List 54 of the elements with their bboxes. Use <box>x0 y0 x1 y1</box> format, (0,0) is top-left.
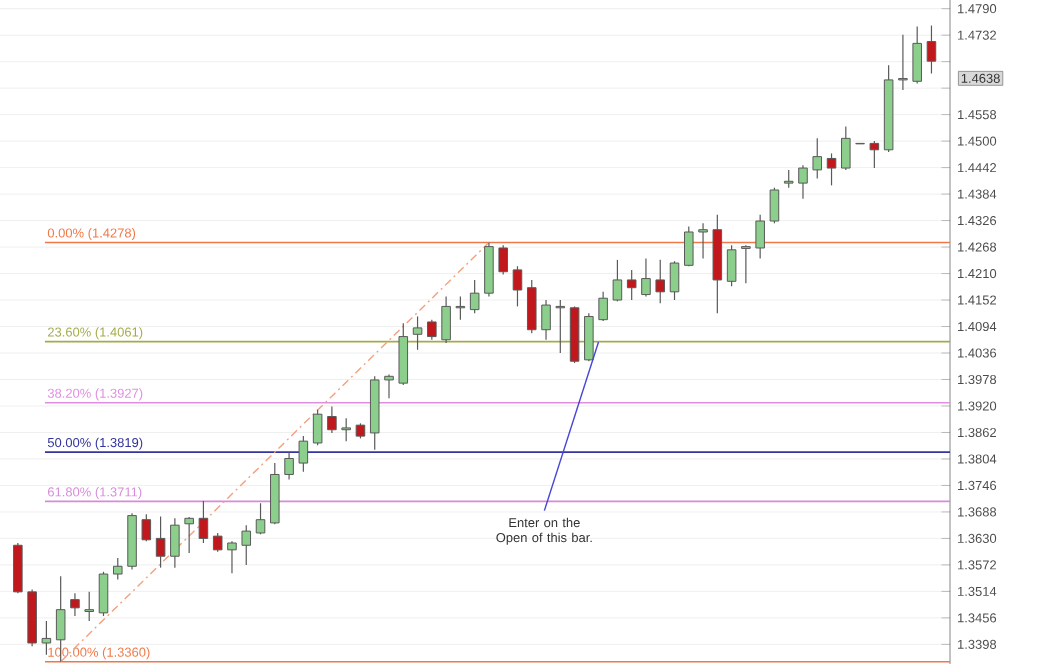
candlestick <box>926 24 937 75</box>
candlestick <box>212 532 223 553</box>
candlestick <box>812 137 823 180</box>
candlestick <box>84 591 94 622</box>
candlestick <box>13 542 23 594</box>
candlestick <box>398 322 409 386</box>
candlestick <box>826 152 837 187</box>
candlestick <box>641 257 651 297</box>
candlestick <box>898 34 908 91</box>
candlestick <box>526 279 537 334</box>
candlestick <box>141 513 152 542</box>
candlestick <box>298 435 309 473</box>
candlestick <box>241 524 252 566</box>
candlestick <box>455 295 466 321</box>
candlestick <box>726 244 737 287</box>
candlestick <box>155 515 166 569</box>
candlestick <box>584 312 594 362</box>
candlestick <box>412 315 423 351</box>
candlestick <box>98 571 109 617</box>
candlestick <box>441 295 451 344</box>
candlestick <box>555 299 566 354</box>
candlestick <box>655 259 666 304</box>
candlestick <box>541 299 551 341</box>
candlestick <box>341 417 351 442</box>
candlestick <box>70 592 80 617</box>
candlestick <box>284 451 294 481</box>
candlestick <box>255 502 266 535</box>
candlestick <box>327 405 337 434</box>
candlestick <box>612 259 623 302</box>
candlestick <box>869 140 880 169</box>
candlestick <box>484 241 494 297</box>
candlestick <box>312 409 323 446</box>
candlestick <box>170 517 180 569</box>
candlestick <box>912 25 922 85</box>
candlestick <box>198 500 209 544</box>
candlestick <box>798 164 808 200</box>
candlestick <box>41 620 52 656</box>
candlestick <box>498 244 508 276</box>
candlestick <box>698 222 708 260</box>
candlestick <box>741 244 751 284</box>
candlestick <box>112 557 123 581</box>
candlestick <box>469 279 480 314</box>
candlestick <box>598 291 608 322</box>
candlestick <box>427 319 437 341</box>
candlestick <box>684 225 694 267</box>
candlestick <box>512 265 523 308</box>
candlestick <box>626 269 637 301</box>
candlestick <box>841 125 851 171</box>
candlestick <box>384 373 394 399</box>
candlestick <box>755 214 765 260</box>
candlestick <box>769 187 780 224</box>
candlestick <box>227 540 237 574</box>
candlestick <box>184 516 194 554</box>
candlestick <box>669 260 680 301</box>
